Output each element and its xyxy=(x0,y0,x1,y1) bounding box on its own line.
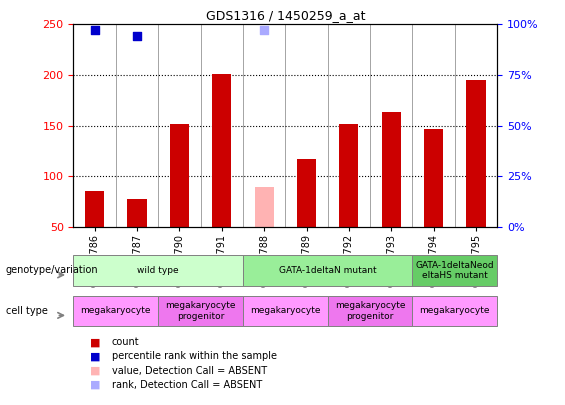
Text: megakaryocyte: megakaryocyte xyxy=(250,306,320,315)
Text: megakaryocyte: megakaryocyte xyxy=(81,306,151,315)
Bar xyxy=(382,113,401,227)
Text: rank, Detection Call = ABSENT: rank, Detection Call = ABSENT xyxy=(112,380,262,390)
Point xyxy=(259,27,269,34)
Text: ■: ■ xyxy=(90,337,101,347)
Bar xyxy=(73,255,243,286)
Text: value, Detection Call = ABSENT: value, Detection Call = ABSENT xyxy=(112,366,267,375)
Bar xyxy=(212,74,231,227)
Text: ■: ■ xyxy=(90,366,101,375)
Text: GATA-1deltaN mutant: GATA-1deltaN mutant xyxy=(279,266,376,275)
Point xyxy=(132,33,141,40)
Point xyxy=(90,27,99,34)
Bar xyxy=(243,255,412,286)
Bar xyxy=(128,200,146,227)
Text: genotype/variation: genotype/variation xyxy=(6,265,98,275)
Bar xyxy=(424,129,443,227)
Text: percentile rank within the sample: percentile rank within the sample xyxy=(112,352,277,361)
Bar xyxy=(297,159,316,227)
Text: megakaryocyte: megakaryocyte xyxy=(420,306,490,315)
Text: cell type: cell type xyxy=(6,306,47,316)
Bar xyxy=(340,124,358,227)
Bar xyxy=(412,296,497,326)
Text: megakaryocyte
progenitor: megakaryocyte progenitor xyxy=(335,301,405,320)
Bar xyxy=(158,296,243,326)
Bar xyxy=(467,80,485,227)
Title: GDS1316 / 1450259_a_at: GDS1316 / 1450259_a_at xyxy=(206,9,365,22)
Bar xyxy=(85,192,104,227)
Text: wild type: wild type xyxy=(137,266,179,275)
Text: ■: ■ xyxy=(90,352,101,361)
Bar xyxy=(243,296,328,326)
Bar xyxy=(255,187,273,227)
Text: count: count xyxy=(112,337,140,347)
Bar xyxy=(328,296,412,326)
Text: GATA-1deltaNeod
eltaHS mutant: GATA-1deltaNeod eltaHS mutant xyxy=(415,261,494,280)
Text: ■: ■ xyxy=(90,380,101,390)
Bar xyxy=(412,255,497,286)
Bar xyxy=(73,296,158,326)
Bar xyxy=(170,124,189,227)
Text: megakaryocyte
progenitor: megakaryocyte progenitor xyxy=(166,301,236,320)
